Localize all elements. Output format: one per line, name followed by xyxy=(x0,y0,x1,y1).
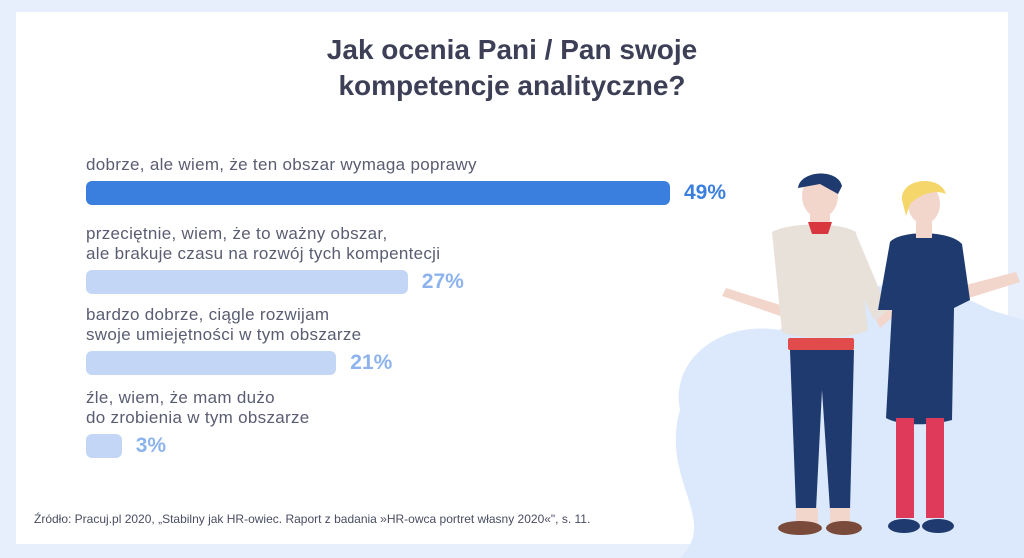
bar-4 xyxy=(86,434,122,458)
chart-title: Jak ocenia Pani / Pan swoje kompetencje … xyxy=(0,32,1024,104)
chart-title-line-1: Jak ocenia Pani / Pan swoje xyxy=(326,34,698,65)
bar-3 xyxy=(86,351,337,375)
category-label-line: swoje umiejętności w tym obszarze xyxy=(86,325,362,344)
bar-value-label-3: 21% xyxy=(350,351,393,374)
category-label-line: przeciętnie, wiem, że to ważny obszar, xyxy=(86,224,388,243)
category-label-3: bardzo dobrze, ciągle rozwijam swoje umie… xyxy=(86,305,361,345)
category-label-4: źle, wiem, że mam dużo do zrobienia w tym… xyxy=(86,388,310,428)
people-illustration xyxy=(675,173,1024,558)
category-label-1: dobrze, ale wiem, że ten obszar wymaga p… xyxy=(86,155,477,175)
category-label-line: źle, wiem, że mam dużo xyxy=(86,388,275,407)
bar-value-label-4: 3% xyxy=(135,434,167,457)
bar-2 xyxy=(86,270,408,294)
category-label-line: do zrobienia w tym obszarze xyxy=(86,408,310,427)
man-figure xyxy=(722,173,894,535)
bar-1 xyxy=(86,181,670,205)
woman-figure xyxy=(878,181,1020,533)
category-label-line: dobrze, ale wiem, że ten obszar wymaga p… xyxy=(86,155,477,174)
category-label-line: bardzo dobrze, ciągle rozwijam xyxy=(86,305,330,324)
category-label-2: przeciętnie, wiem, że to ważny obszar, al… xyxy=(86,224,440,264)
bar-value-label-1: 49% xyxy=(684,181,727,204)
chart-title-line-2: kompetencje analityczne? xyxy=(338,70,686,101)
source-note: Źródło: Pracuj.pl 2020, „Stabilny jak HR… xyxy=(34,512,591,526)
category-label-line: ale brakuje czasu na rozwój tych kompent… xyxy=(86,244,441,263)
bar-value-label-2: 27% xyxy=(421,270,464,293)
